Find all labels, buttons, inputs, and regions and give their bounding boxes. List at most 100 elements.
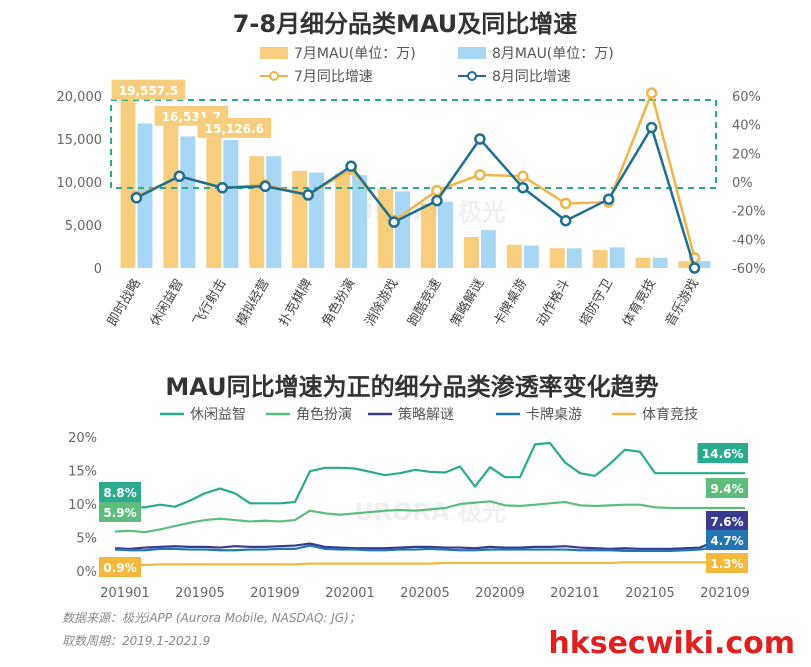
legend-item: 7月同比增速 [260, 69, 373, 85]
y-tick: 5% [76, 532, 97, 547]
point-august-growth [431, 194, 443, 207]
legend-item: 角色扮演 [266, 406, 352, 423]
category-label: 体育竞技 [619, 276, 659, 329]
svg-text:角色扮演: 角色扮演 [296, 406, 352, 423]
bar-august [523, 245, 539, 268]
category-label: 角色扮演 [319, 276, 359, 329]
bar-july [549, 248, 565, 268]
legend-item: 卡牌桌游 [496, 406, 582, 423]
bar-august [437, 201, 453, 268]
y-right-tick: -40% [732, 233, 766, 248]
svg-text:7月同比增速: 7月同比增速 [294, 69, 373, 85]
svg-text:8月同比增速: 8月同比增速 [492, 69, 571, 85]
bar-august [480, 230, 496, 268]
y-left-tick: 0 [94, 262, 102, 277]
point-july-growth [474, 169, 486, 181]
y-left-tick: 15,000 [57, 133, 103, 148]
svg-text:8.8%: 8.8% [103, 486, 136, 500]
category-label: 扑克棋牌 [276, 276, 316, 329]
category-label: 跑酷竞速 [405, 276, 445, 329]
bar-august [652, 257, 668, 268]
series-value-label: 9.4% [706, 478, 748, 498]
bar-august [137, 123, 153, 269]
series-value-label: 8.8% [99, 482, 141, 502]
bar-august [352, 175, 368, 268]
chart2-end-labels: 8.8% 14.6% 5.9% 9.4% 7.6% 4.7% 0.9% 1.3% [99, 443, 748, 577]
y-tick: 10% [68, 498, 97, 513]
site-watermark: hksecwiki.com [548, 626, 795, 661]
legend-item: 7月MAU(单位：万) [260, 46, 416, 62]
highlight-box [110, 99, 717, 189]
svg-text:5.9%: 5.9% [103, 506, 136, 520]
series-value-label: 5.9% [99, 502, 141, 522]
data-label: 15,126.6 [197, 117, 272, 138]
footer-source: 数据来源：极光iAPP (Aurora Mobile, NASDAQ: JG)； [62, 611, 361, 625]
chart1-category-labels: 即时战略 休闲益智 飞行射击 模拟经营 扑克棋牌 角色扮演 消除游戏 跑酷竞速 策略解谜 卡牌桌游… [104, 276, 702, 329]
x-tick: 202105 [625, 586, 675, 601]
svg-text:4.7%: 4.7% [710, 534, 743, 548]
y-left-tick: 5,000 [65, 219, 102, 234]
svg-text:7月MAU(单位：万): 7月MAU(单位：万) [294, 46, 416, 62]
bar-august [395, 191, 411, 268]
bar-july [206, 137, 222, 268]
series-value-label: 0.9% [99, 557, 141, 577]
bar-july [335, 173, 351, 268]
chart2-lines [114, 441, 746, 567]
series-line [114, 538, 746, 553]
chart2-legend: 休闲益智 角色扮演 策略解谜 卡牌桌游 体育竞技 [160, 406, 698, 423]
point-august-growth [645, 121, 658, 134]
y-tick: 0% [76, 565, 97, 580]
y-right-tick: 40% [732, 119, 761, 134]
point-july-growth [645, 87, 658, 99]
x-tick: 201901 [100, 586, 150, 601]
legend-item: 体育竞技 [612, 406, 698, 423]
x-tick: 202009 [475, 586, 525, 601]
point-august-growth [517, 181, 529, 194]
chart1-lines [130, 87, 701, 274]
svg-text:策略解谜: 策略解谜 [398, 406, 454, 423]
point-august-growth [302, 189, 314, 201]
point-august-growth [602, 193, 615, 205]
svg-text:卡牌桌游: 卡牌桌游 [526, 406, 582, 423]
category-label: 休闲益智 [148, 277, 187, 330]
legend-item: 策略解谜 [368, 406, 454, 423]
chart1-title: 7-8月细分品类MAU及同比增速 [233, 10, 578, 38]
series-line [115, 561, 745, 567]
point-august-growth [130, 192, 143, 204]
svg-text:0.9%: 0.9% [103, 561, 136, 575]
category-label: 塔防守卫 [576, 276, 616, 329]
bar-july [592, 249, 608, 268]
category-label: 消除游戏 [363, 277, 402, 330]
x-tick: 201905 [175, 586, 225, 601]
bar-july [463, 237, 479, 268]
y-right-tick: 60% [732, 90, 761, 105]
bar-july [506, 244, 522, 268]
bar-august [266, 156, 282, 268]
bar-august [180, 136, 196, 268]
point-august-growth [173, 170, 186, 183]
point-august-growth [216, 181, 229, 194]
bar-august [609, 247, 625, 268]
svg-text:7.6%: 7.6% [710, 515, 743, 529]
x-tick: 202101 [550, 586, 600, 601]
x-tick: 202001 [325, 586, 375, 601]
series-line [114, 441, 745, 514]
y-right-tick: 20% [732, 147, 761, 162]
category-label: 音乐游戏 [662, 276, 702, 329]
y-tick: 20% [68, 431, 97, 446]
svg-text:15,126.6: 15,126.6 [205, 122, 264, 136]
footer-period: 取数周期：2019.1-2021.9 [62, 634, 210, 648]
chart1-axes: 0 5,000 10,000 15,000 20,000 -60% -40% -20% 0% 20… [57, 90, 766, 277]
point-july-growth [517, 170, 529, 183]
chart2-axes: 0% 5% 10% 15% 20% 201901 201905 201909 202001 202… [68, 431, 750, 601]
legend-item: 8月同比增速 [458, 69, 571, 85]
svg-text:19,557.5: 19,557.5 [119, 84, 178, 98]
bar-july [678, 261, 694, 268]
category-label: 模拟经营 [234, 277, 273, 330]
point-august-growth [688, 262, 701, 274]
y-left-tick: 20,000 [57, 90, 103, 105]
chart1-legend: 7月MAU(单位：万) 8月MAU(单位：万) 7月同比增速 8月同比增速 [260, 46, 614, 85]
category-label: 飞行射击 [190, 276, 230, 329]
category-label: 动作格斗 [533, 276, 573, 329]
